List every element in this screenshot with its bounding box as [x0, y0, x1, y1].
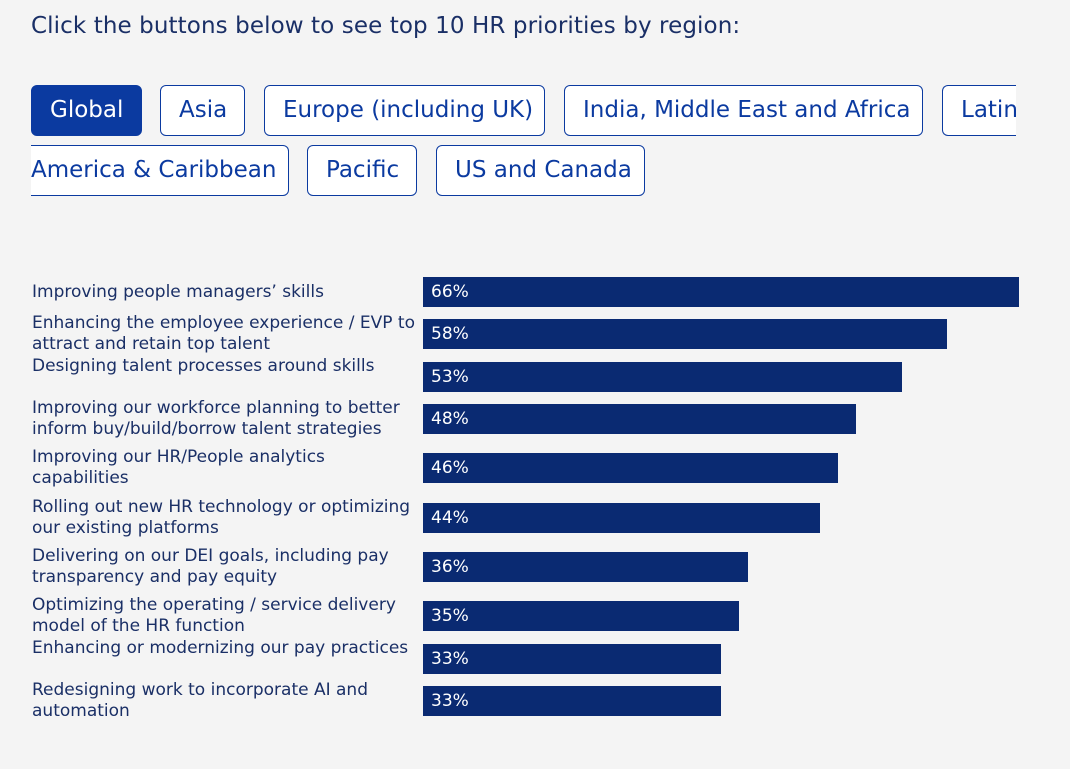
tab-india-middle-east-africa[interactable]: India, Middle East and Africa: [564, 85, 923, 136]
bar: [423, 277, 1019, 307]
bar-category-label: Rolling out new HR technology or optimiz…: [32, 497, 411, 538]
bar: [423, 503, 820, 533]
bar: [423, 404, 856, 434]
bar-category-label: Improving people managers’ skills: [32, 281, 324, 302]
tab-global[interactable]: Global: [31, 85, 142, 136]
bar-category-label: Delivering on our DEI goals, including p…: [32, 546, 389, 587]
bar-value-label: 46%: [431, 458, 469, 478]
region-tabs: Global Asia Europe (including UK) India,…: [31, 85, 1016, 200]
bar-value-label: 53%: [431, 367, 469, 387]
tab-pacific[interactable]: Pacific: [307, 145, 417, 196]
bar-category-label: Designing talent processes around skills: [32, 356, 375, 376]
tab-latin-america-part1[interactable]: Latin: [942, 85, 1016, 136]
bar-category-label: Redesigning work to incorporate AI and a…: [32, 680, 368, 721]
bar-category-label: Optimizing the operating / service deliv…: [32, 595, 396, 636]
bar: [423, 453, 838, 483]
tab-europe[interactable]: Europe (including UK): [264, 85, 545, 136]
tab-asia[interactable]: Asia: [160, 85, 245, 136]
bar-category-label: Enhancing or modernizing our pay practic…: [32, 638, 409, 658]
tab-latin-america-part2[interactable]: America & Caribbean: [31, 145, 289, 196]
bar: [423, 552, 748, 582]
bar-value-label: 35%: [431, 606, 469, 626]
bar: [423, 644, 721, 674]
bar: [423, 686, 721, 716]
bar-category-label: Enhancing the employee experience / EVP …: [32, 313, 415, 354]
bar-value-label: 44%: [431, 508, 469, 528]
intro-text: Click the buttons below to see top 10 HR…: [31, 13, 741, 39]
tab-us-canada[interactable]: US and Canada: [436, 145, 645, 196]
bar-value-label: 58%: [431, 324, 469, 344]
bar-category-label: Improving our workforce planning to bett…: [32, 398, 400, 439]
bar-value-label: 33%: [431, 691, 469, 711]
bar-value-label: 66%: [431, 282, 469, 302]
bar-category-label: Improving our HR/People analytics capabi…: [32, 447, 325, 488]
bar: [423, 319, 947, 349]
bar: [423, 362, 902, 392]
bar-value-label: 36%: [431, 557, 469, 577]
bar: [423, 601, 739, 631]
bar-value-label: 33%: [431, 649, 469, 669]
bar-value-label: 48%: [431, 409, 469, 429]
